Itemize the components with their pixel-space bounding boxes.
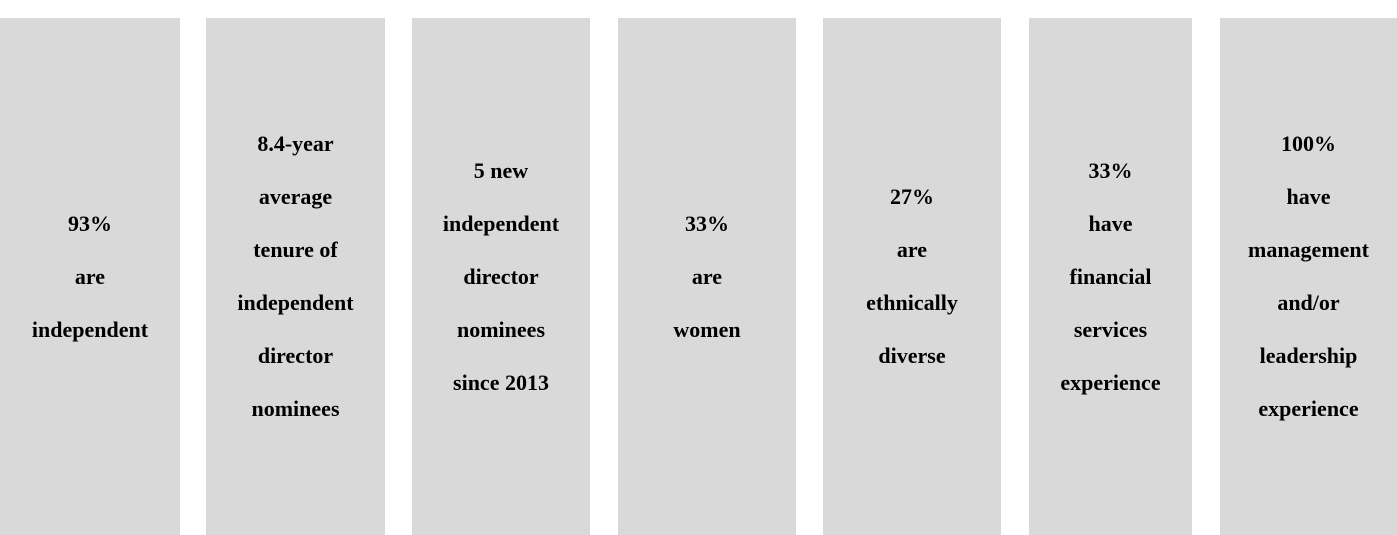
stat-label: experience [1060, 369, 1161, 395]
stat-card-text: 33% have financial services experience [1060, 153, 1160, 401]
stat-card-leadership: 100% have management and/or leadership e… [1220, 18, 1397, 535]
stat-value: 8.4-year [257, 131, 334, 156]
stat-label: services [1073, 316, 1148, 342]
stat-value: 33% [685, 210, 729, 236]
stat-label: director [257, 343, 334, 368]
stat-value: 33% [1088, 157, 1133, 183]
stat-card-text: 5 new independent director nominees sinc… [443, 153, 559, 401]
stat-label: since 2013 [453, 369, 549, 395]
stat-value: 27% [889, 184, 934, 209]
stat-label: and/or [1277, 290, 1340, 315]
stat-value: 93% [68, 210, 112, 236]
stat-card-text: 93% are independent [32, 206, 148, 348]
stat-label: independent [31, 316, 149, 342]
stat-label: management [1248, 237, 1369, 262]
stat-label: leadership [1259, 343, 1358, 368]
stat-label: have [1088, 210, 1133, 236]
stat-card-financial-services: 33% have financial services experience [1029, 18, 1192, 535]
stat-label: are [691, 263, 723, 289]
stat-card-text: 27% are ethnically diverse [866, 179, 958, 374]
stat-label: nominees [457, 316, 545, 342]
stat-label: experience [1258, 396, 1359, 421]
stat-card-women: 33% are women [618, 18, 796, 535]
stat-label: are [896, 237, 928, 262]
stat-label: tenure of [253, 237, 338, 262]
stat-label: independent [237, 290, 354, 315]
stat-card-text: 33% are women [673, 206, 740, 348]
stat-label: financial [1069, 263, 1152, 289]
stat-card-tenure: 8.4-year average tenure of independent d… [206, 18, 385, 535]
stat-label: women [673, 316, 741, 342]
stat-label: have [1286, 184, 1331, 209]
stat-label: average [258, 184, 333, 209]
stat-label: diverse [878, 343, 946, 368]
stat-label: are [74, 263, 106, 289]
stat-label: ethnically [866, 290, 958, 315]
stat-label: director [463, 263, 539, 289]
stat-value: 5 new [473, 157, 529, 183]
stat-card-new-nominees: 5 new independent director nominees sinc… [412, 18, 590, 535]
stat-value: 100% [1280, 131, 1336, 156]
stat-card-ethnically-diverse: 27% are ethnically diverse [823, 18, 1001, 535]
stat-card-text: 100% have management and/or leadership e… [1248, 126, 1369, 427]
stat-card-independent: 93% are independent [0, 18, 180, 535]
stat-card-text: 8.4-year average tenure of independent d… [237, 126, 353, 427]
stat-label: nominees [251, 396, 340, 421]
stat-label: independent [442, 210, 560, 236]
